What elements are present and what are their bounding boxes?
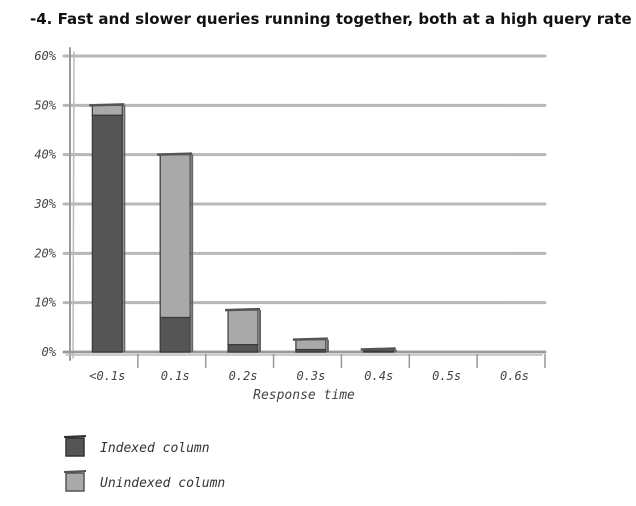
- x-tick-label: 0.5s: [432, 369, 461, 383]
- bar-indexed: [159, 316, 191, 353]
- x-axis-label: Response time: [253, 388, 355, 403]
- bar-unindexed: [159, 154, 191, 319]
- chart-title: -4. Fast and slower queries running toge…: [30, 10, 632, 28]
- bar-cap: [292, 337, 328, 341]
- y-tick-label: 60%: [34, 49, 56, 63]
- axis-line: [72, 51, 75, 359]
- bar-cap: [89, 103, 125, 107]
- bar-unindexed: [295, 339, 327, 351]
- y-tick-label: 40%: [34, 148, 56, 162]
- x-tick-label: 0.1s: [161, 369, 190, 383]
- y-tick-label: 20%: [34, 246, 56, 260]
- x-tick-label: 0.2s: [229, 369, 258, 383]
- x-tick-label: <0.1s: [89, 369, 125, 383]
- legend-item-indexed: Indexed column: [63, 435, 210, 457]
- legend-label-unindexed: Unindexed column: [100, 476, 225, 491]
- legend: Indexed column Unindexed column: [63, 435, 225, 492]
- bar-unindexed: [227, 309, 259, 346]
- bar-cap: [225, 307, 261, 312]
- legend-label-indexed: Indexed column: [100, 441, 210, 456]
- x-tick-label: 0.4s: [364, 369, 393, 383]
- bar-indexed: [227, 344, 259, 353]
- y-tick-label: 30%: [33, 197, 56, 211]
- y-tick-labels: 0% 10% 20% 30% 40% 50% 60%: [33, 49, 56, 359]
- x-tick-labels: <0.1s 0.1s 0.2s 0.3s 0.4s 0.5s 0.6s: [89, 354, 546, 383]
- bar-cap: [157, 152, 193, 156]
- bar-unindexed: [91, 104, 123, 116]
- y-tick-label: 0%: [42, 345, 57, 359]
- y-tick-label: 50%: [34, 98, 56, 112]
- y-tick-label: 10%: [34, 296, 56, 310]
- bar-indexed: [91, 114, 123, 353]
- x-tick-label: 0.6s: [500, 369, 529, 383]
- bar-cap: [360, 347, 396, 351]
- legend-item-unindexed: Unindexed column: [63, 470, 225, 492]
- bars: [89, 103, 397, 353]
- x-tick-label: 0.3s: [296, 369, 325, 383]
- grid-lines: [62, 54, 547, 354]
